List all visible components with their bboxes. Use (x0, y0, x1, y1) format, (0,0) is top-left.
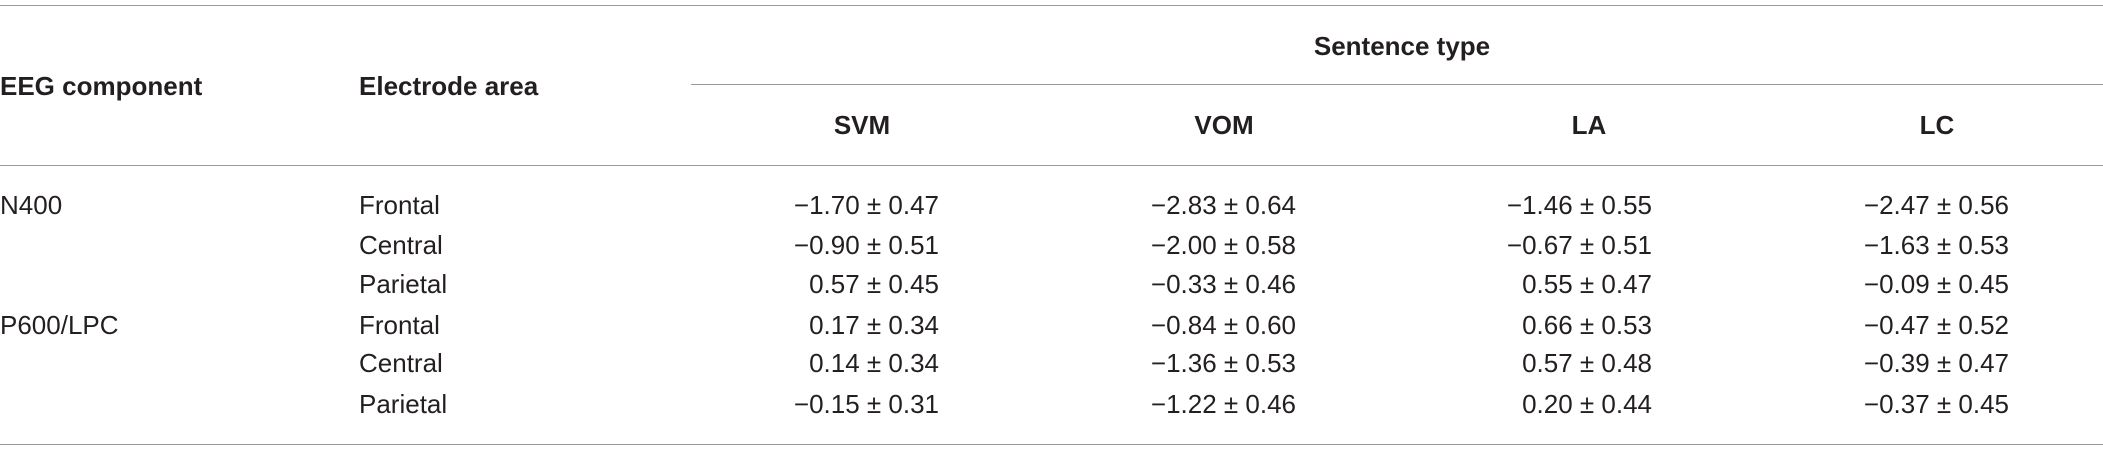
value-cell: −2.47 ± 0.56 (1863, 190, 2009, 220)
header-cell: Sentence type (1313, 31, 1491, 61)
column-header: VOM (1194, 110, 1254, 140)
value-cell: 0.20 ± 0.44 (1522, 389, 1652, 419)
value-cell: −1.22 ± 0.46 (1150, 389, 1296, 419)
value-cell: −0.37 ± 0.45 (1863, 389, 2009, 419)
header-rule (0, 165, 2103, 166)
value-cell: −1.70 ± 0.47 (793, 190, 939, 220)
value-cell: 0.66 ± 0.53 (1522, 310, 1652, 340)
area-cell: Central (359, 348, 443, 378)
area-cell: Central (359, 230, 443, 260)
value-cell: −2.83 ± 0.64 (1150, 190, 1296, 220)
area-cell: Frontal (359, 310, 440, 340)
value-cell: −1.46 ± 0.55 (1506, 190, 1652, 220)
column-header: LC (1919, 110, 1955, 140)
component-cell: N400 (0, 190, 63, 220)
value-cell: 0.57 ± 0.48 (1522, 348, 1652, 378)
header-cell: Electrode area (359, 71, 539, 101)
value-cell: −1.63 ± 0.53 (1863, 230, 2009, 260)
value-cell: −0.47 ± 0.52 (1863, 310, 2009, 340)
column-header: SVM (833, 110, 891, 140)
value-cell: −0.33 ± 0.46 (1150, 269, 1296, 299)
value-cell: 0.57 ± 0.45 (809, 269, 939, 299)
value-cell: −0.09 ± 0.45 (1863, 269, 2009, 299)
value-cell: −0.67 ± 0.51 (1506, 230, 1652, 260)
value-cell: −0.90 ± 0.51 (793, 230, 939, 260)
group-rule (691, 84, 2103, 85)
value-cell: −2.00 ± 0.58 (1150, 230, 1296, 260)
value-cell: 0.55 ± 0.47 (1522, 269, 1652, 299)
value-cell: −0.39 ± 0.47 (1863, 348, 2009, 378)
value-cell: −1.36 ± 0.53 (1150, 348, 1296, 378)
component-cell: P600/LPC (0, 310, 119, 340)
top-rule (0, 5, 2103, 6)
area-cell: Frontal (359, 190, 440, 220)
column-header: LA (1571, 110, 1607, 140)
area-cell: Parietal (359, 389, 448, 419)
value-cell: −0.84 ± 0.60 (1150, 310, 1296, 340)
area-cell: Parietal (359, 269, 448, 299)
value-cell: −0.15 ± 0.31 (793, 389, 939, 419)
value-cell: 0.14 ± 0.34 (809, 348, 939, 378)
header-cell: EEG component (0, 71, 203, 101)
value-cell: 0.17 ± 0.34 (809, 310, 939, 340)
bottom-rule (0, 444, 2103, 445)
